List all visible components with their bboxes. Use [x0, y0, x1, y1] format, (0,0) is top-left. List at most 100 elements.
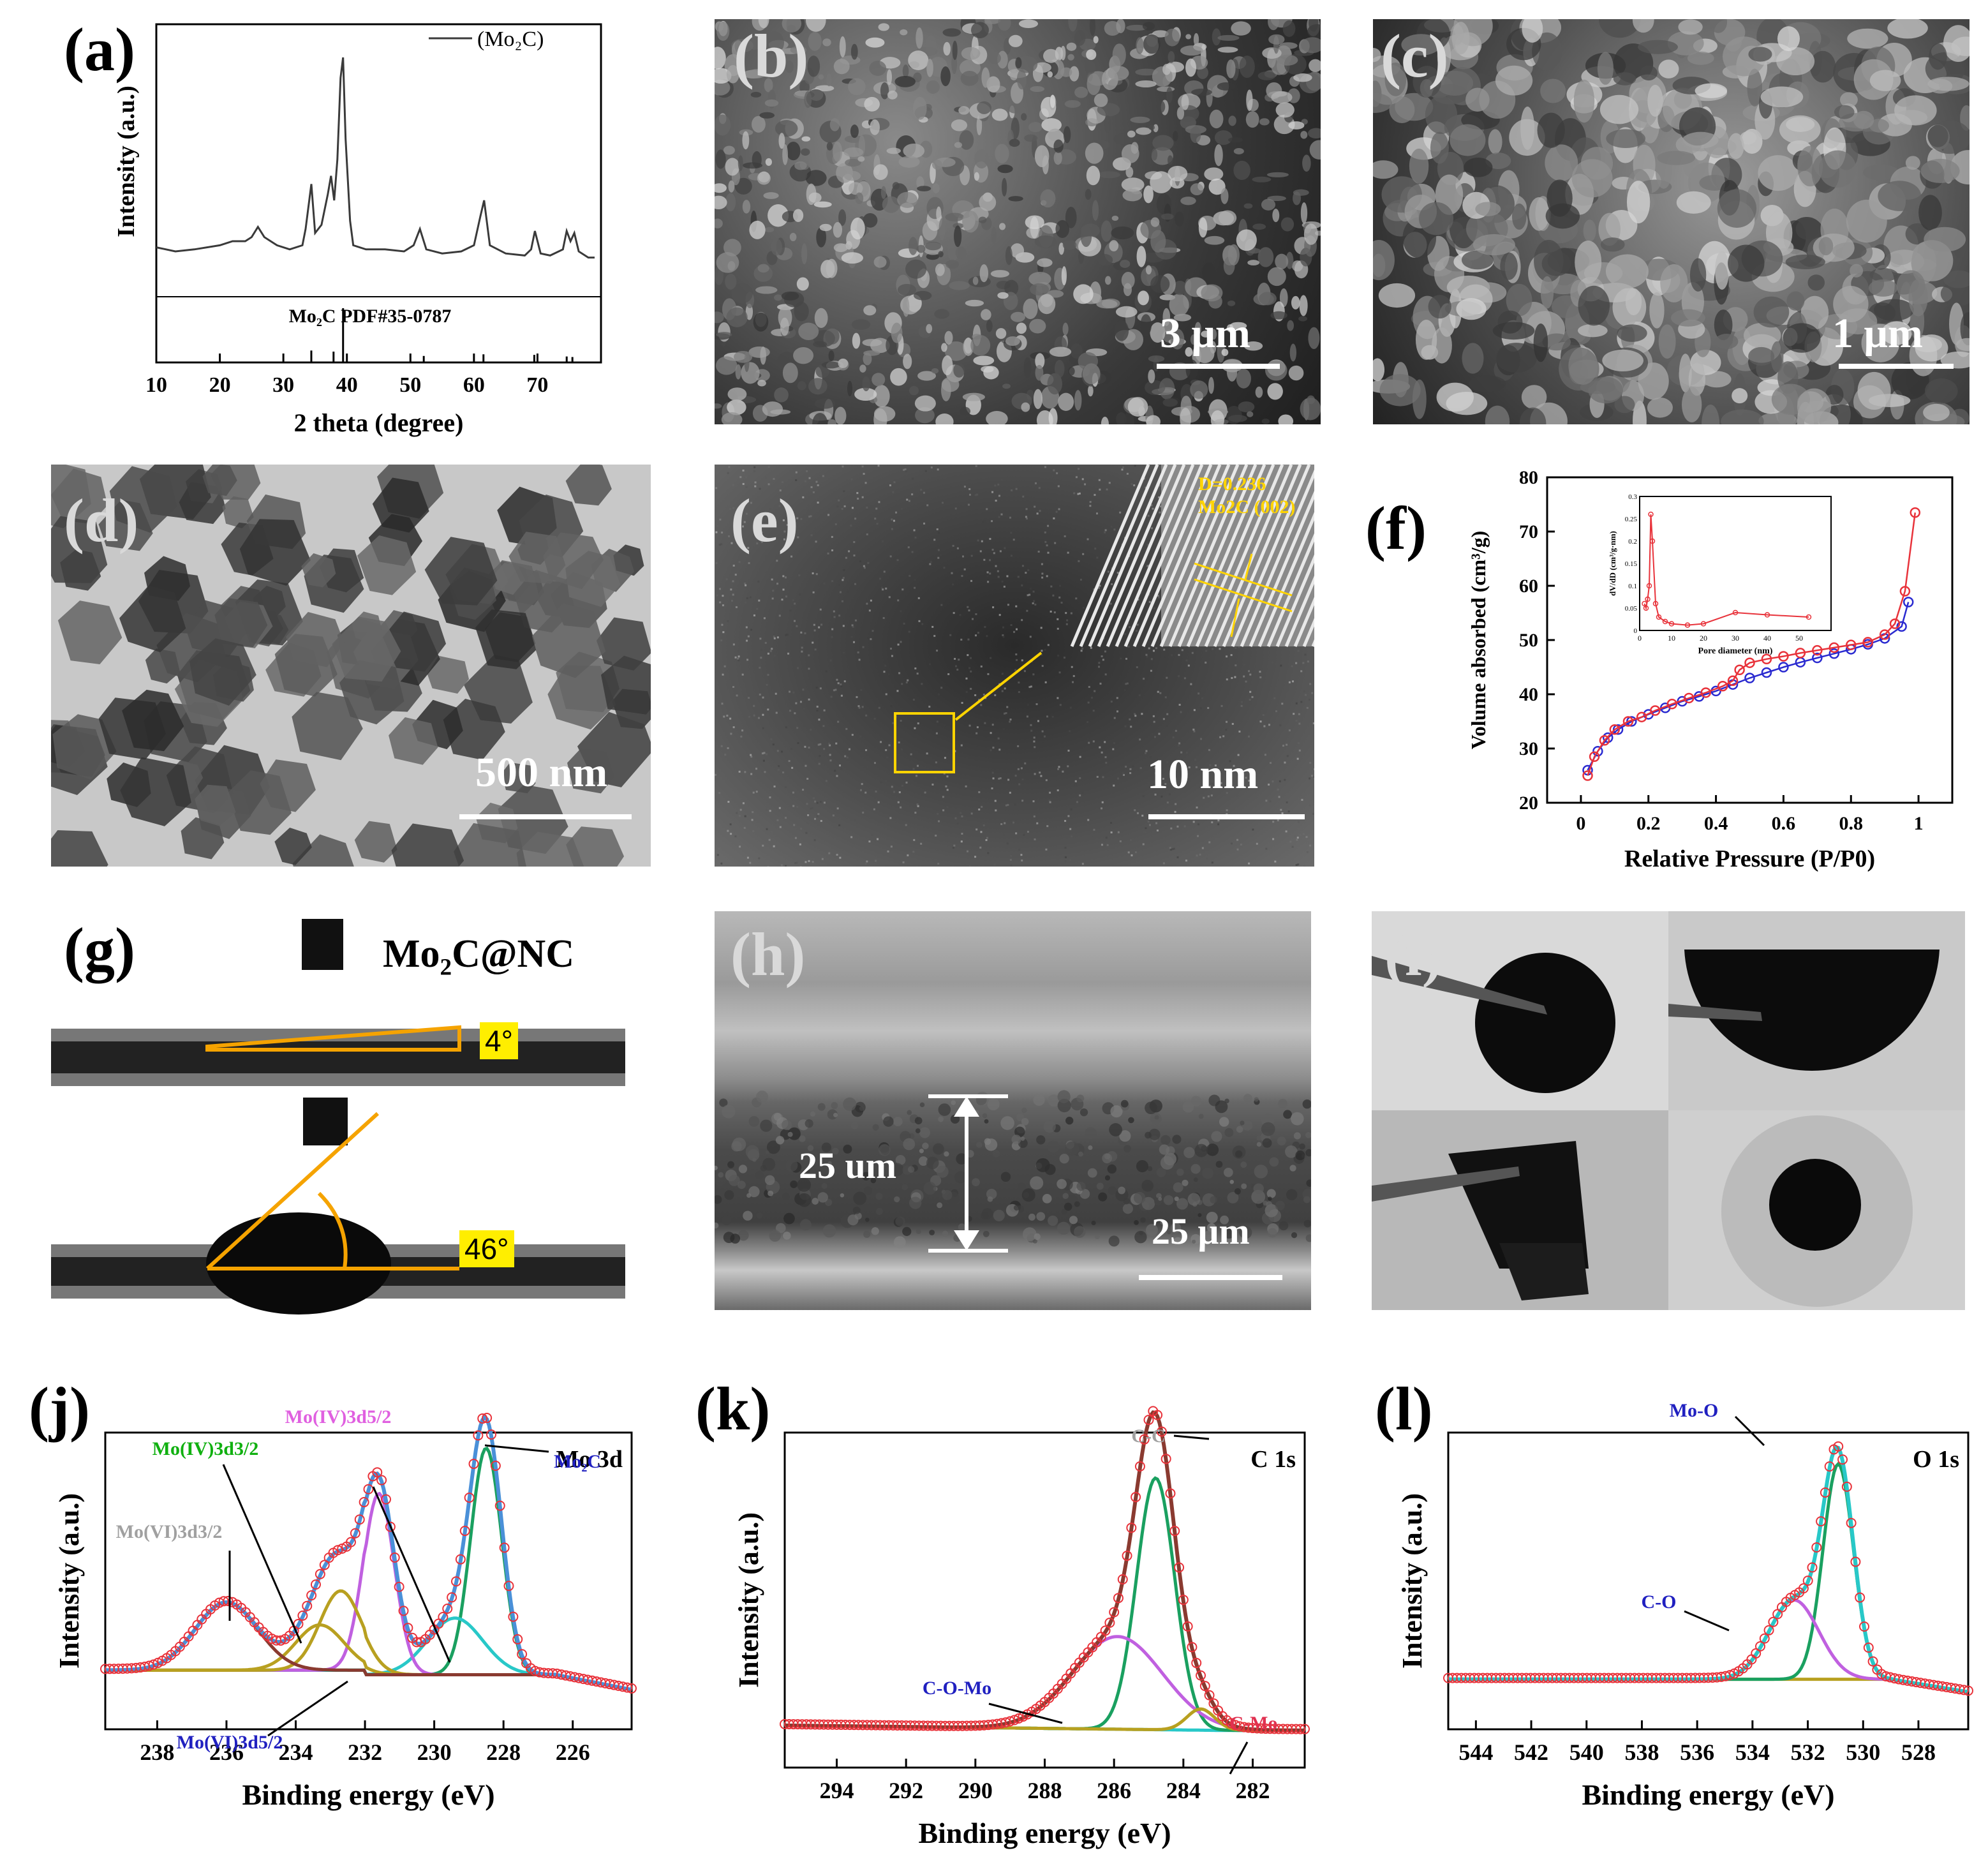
noise-dot	[1251, 696, 1254, 698]
noise-dot	[994, 800, 997, 802]
noise-dot	[1101, 801, 1104, 803]
lattice-fringe	[1070, 465, 1150, 647]
film-grain	[1156, 1167, 1166, 1177]
noise-dot	[991, 771, 994, 774]
film-grain	[1016, 1113, 1024, 1121]
sem-grain	[1309, 140, 1321, 160]
inset-point	[1646, 583, 1652, 589]
noise-dot	[761, 752, 764, 755]
sem-grain	[808, 192, 822, 203]
sem-grain	[726, 65, 739, 84]
noise-dot	[1015, 605, 1018, 607]
x-tick-label: 232	[348, 1740, 382, 1765]
film-grain	[807, 1145, 814, 1152]
x-tick-label: 20	[209, 373, 231, 397]
measured-point	[1763, 1625, 1774, 1635]
inset-point	[1649, 538, 1656, 544]
noise-dot	[923, 522, 926, 525]
sem-grain	[843, 147, 864, 158]
noise-dot	[1303, 865, 1305, 867]
noise-dot	[782, 519, 785, 521]
noise-dot	[877, 465, 880, 467]
noise-dot	[930, 561, 932, 563]
noise-dot	[819, 801, 822, 803]
film-grain	[764, 1175, 775, 1186]
x-tick-label: 228	[486, 1740, 521, 1765]
sem-grain	[1064, 100, 1081, 108]
sem-grain	[1034, 235, 1057, 248]
noise-dot	[811, 807, 813, 809]
sem-grain	[757, 264, 769, 273]
noise-dot	[1291, 665, 1293, 667]
noise-dot	[1026, 715, 1028, 718]
noise-dot	[791, 766, 794, 769]
noise-dot	[1113, 742, 1116, 745]
film-grain	[840, 1193, 845, 1198]
noise-dot	[1272, 821, 1275, 823]
noise-dot	[828, 852, 831, 854]
sem-grain	[723, 239, 741, 257]
noise-dot	[960, 812, 962, 814]
noise-dot	[1078, 468, 1080, 470]
measured-point	[148, 1659, 159, 1670]
film-grain	[1136, 1160, 1149, 1173]
film-grain	[1277, 1098, 1288, 1109]
noise-dot	[800, 828, 803, 830]
measured-point	[311, 1579, 321, 1590]
film-grain	[1161, 1135, 1171, 1145]
noise-dot	[1222, 735, 1225, 738]
noise-dot	[814, 800, 817, 803]
measured-point	[1117, 1574, 1128, 1585]
noise-dot	[812, 572, 814, 574]
sem-grain	[821, 361, 841, 369]
noise-dot	[739, 846, 741, 848]
film-grain	[902, 1226, 912, 1236]
film-grain	[942, 1189, 953, 1200]
film-grain	[1011, 1135, 1021, 1145]
noise-dot	[974, 494, 977, 496]
sem-grain	[826, 142, 833, 151]
noise-dot	[1212, 648, 1214, 650]
noise-dot	[968, 609, 970, 612]
noise-dot	[1307, 660, 1309, 663]
noise-dot	[729, 508, 732, 510]
sem-grain	[1714, 309, 1733, 341]
noise-dot	[1074, 784, 1077, 786]
sem-grain	[1085, 61, 1096, 75]
noise-dot	[813, 839, 816, 842]
sem-grain	[1743, 322, 1781, 348]
sem-grain	[869, 61, 887, 76]
sem-grain	[1150, 217, 1160, 227]
noise-dot	[753, 466, 756, 468]
film-grain	[715, 1165, 718, 1170]
noise-dot	[1177, 744, 1180, 747]
noise-dot	[1017, 768, 1020, 770]
sem-grain	[1233, 160, 1250, 181]
noise-dot	[1197, 835, 1199, 837]
spacing-arrow-bottom	[1230, 598, 1240, 637]
noise-dot	[1178, 742, 1181, 745]
noise-dot	[873, 808, 875, 810]
tem-particle	[214, 598, 268, 648]
sem-grain	[1545, 144, 1578, 181]
sem-grain	[808, 31, 822, 51]
sem-grain	[981, 309, 991, 320]
noise-dot	[1034, 838, 1036, 840]
noise-dot	[715, 487, 718, 489]
noise-dot	[1124, 689, 1126, 691]
sem-grain	[1233, 147, 1244, 154]
sem-grain	[1929, 43, 1947, 70]
noise-dot	[1295, 662, 1298, 664]
lattice-fringe	[1204, 465, 1284, 647]
sem-grain	[1135, 80, 1157, 88]
noise-dot	[1264, 754, 1266, 756]
film-grain	[1170, 1223, 1182, 1233]
film-grain	[1102, 1153, 1113, 1164]
sem-grain	[827, 419, 836, 424]
sem-grain	[734, 40, 742, 53]
noise-dot	[767, 652, 769, 655]
sem-grain	[1092, 200, 1099, 221]
noise-dot	[1155, 647, 1157, 650]
noise-dot	[792, 691, 795, 694]
noise-dot	[1081, 768, 1083, 771]
